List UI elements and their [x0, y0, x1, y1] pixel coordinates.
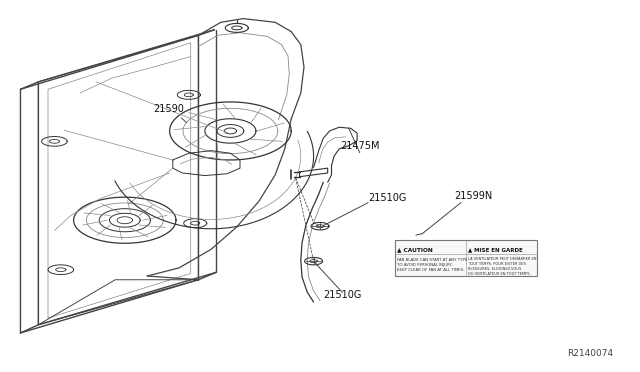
Text: 21510G: 21510G [323, 289, 362, 299]
Text: 21510G: 21510G [369, 193, 407, 203]
Text: FAN BLADE CAN START AT ANY TYPE.
TO AVOID PERSONAL INJURY,
KEEP CLEAR OF FAN AT : FAN BLADE CAN START AT ANY TYPE. TO AVOI… [397, 258, 468, 272]
Text: 21475M: 21475M [340, 141, 380, 151]
Text: ▲ MISE EN GARDE: ▲ MISE EN GARDE [468, 247, 523, 252]
Text: LA VENTILATEUR PEUT DEMARRER EN
TOUT TEMPS. POUR EVITER DES
BLESSURES, ELOIGNEZ-: LA VENTILATEUR PEUT DEMARRER EN TOUT TEM… [468, 257, 536, 276]
Text: 21599N: 21599N [454, 191, 493, 201]
Text: ▲ CAUTION: ▲ CAUTION [397, 247, 433, 252]
Text: R2140074: R2140074 [567, 349, 613, 358]
Text: 21590: 21590 [153, 103, 184, 113]
FancyBboxPatch shape [395, 240, 537, 276]
